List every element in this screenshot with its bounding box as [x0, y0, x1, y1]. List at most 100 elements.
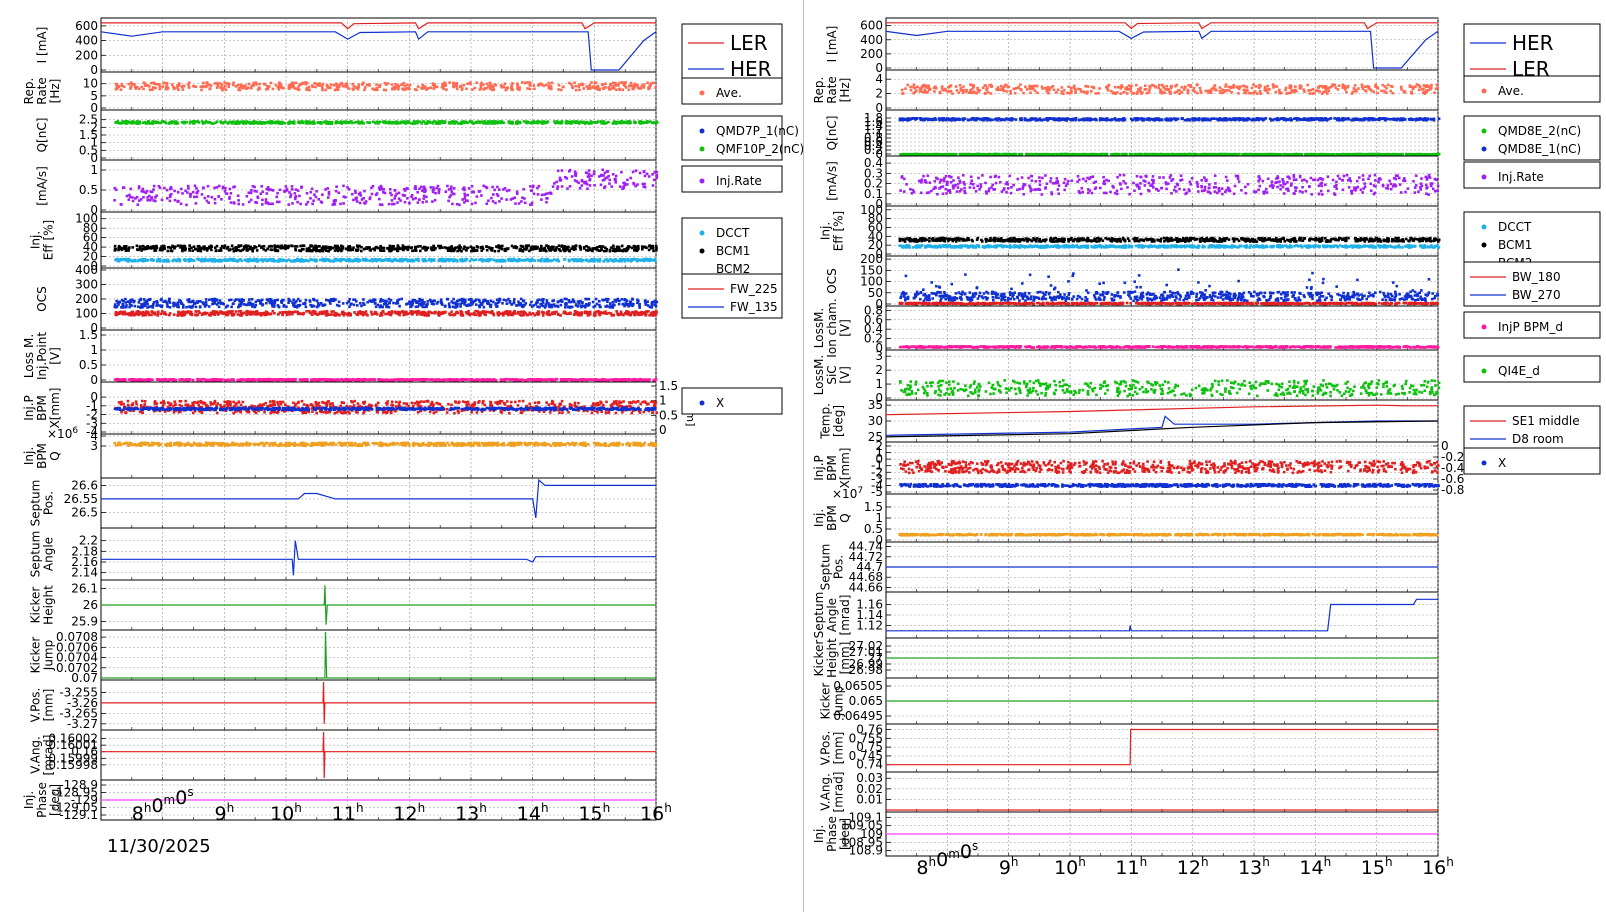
series-point: [583, 121, 587, 124]
series-point: [176, 301, 180, 304]
series-point: [127, 378, 131, 381]
series-point: [318, 121, 322, 125]
series-point: [643, 299, 647, 302]
series-point: [358, 310, 362, 313]
series-point: [442, 84, 446, 88]
series-point: [383, 81, 387, 85]
series-point: [258, 120, 262, 124]
series-point: [454, 306, 457, 309]
series-point: [397, 87, 400, 91]
series-point: [189, 305, 193, 308]
series-point: [277, 88, 281, 91]
series-point: [590, 174, 593, 178]
series-point: [172, 85, 175, 89]
series-point: [414, 121, 418, 124]
series-point: [575, 180, 579, 183]
y-axis-label: Rep.Rate[Hz]: [22, 77, 62, 105]
series-point: [602, 174, 605, 177]
series-point: [441, 259, 444, 263]
series-point: [624, 311, 627, 315]
series-point: [423, 257, 427, 261]
series-point: [423, 311, 427, 315]
series-point: [193, 184, 197, 188]
series-point: [582, 87, 585, 90]
series-point: [330, 313, 333, 316]
series-point: [221, 185, 225, 189]
series-point: [627, 245, 630, 248]
series-point: [314, 195, 318, 199]
series-point: [592, 305, 595, 309]
series-point: [606, 300, 609, 303]
series-point: [559, 298, 563, 302]
series-point: [393, 189, 397, 192]
series-point: [137, 301, 141, 304]
series-point: [416, 305, 420, 308]
series-point: [288, 191, 291, 194]
series-point: [387, 120, 391, 124]
series-point: [368, 121, 372, 124]
series-point: [428, 298, 432, 302]
series-point: [143, 121, 147, 124]
series-point: [187, 305, 191, 308]
series-point: [334, 121, 337, 124]
series-point: [654, 244, 658, 248]
series-point: [163, 186, 166, 190]
series-point: [495, 245, 498, 248]
series-point: [239, 304, 242, 307]
y-tick-label: 60: [83, 231, 98, 245]
series-point: [371, 184, 375, 188]
series-point: [164, 86, 168, 90]
series-point: [271, 305, 274, 308]
series-point: [136, 86, 139, 89]
series-point: [508, 313, 512, 316]
series-point: [240, 84, 243, 87]
series-point: [418, 299, 422, 303]
series-point: [395, 192, 398, 196]
series-point: [648, 83, 652, 87]
series-point: [344, 247, 348, 251]
series-point: [524, 312, 527, 315]
series-point: [466, 193, 469, 197]
series-point: [362, 122, 365, 125]
series-point: [462, 247, 465, 251]
series-point: [147, 313, 151, 317]
series-point: [592, 314, 596, 317]
series-point: [489, 305, 492, 309]
series-point: [151, 305, 155, 308]
series-point: [131, 196, 134, 199]
series-point: [326, 311, 329, 315]
series-point: [421, 305, 425, 309]
series-point: [513, 312, 517, 315]
series-point: [124, 301, 127, 304]
series-point: [612, 84, 615, 88]
series-point: [240, 314, 243, 317]
series-point: [194, 305, 198, 309]
series-point: [302, 302, 305, 305]
series-point: [584, 297, 587, 301]
series-point: [495, 193, 499, 196]
series-point: [408, 87, 411, 91]
series-point: [321, 193, 324, 196]
series-point: [576, 300, 580, 303]
series-point: [559, 303, 563, 307]
series-point: [471, 121, 475, 125]
series-point: [319, 200, 323, 203]
series-point: [206, 195, 210, 198]
series-point: [578, 311, 581, 315]
series-point: [129, 121, 133, 125]
series-point: [289, 260, 293, 263]
series-point: [261, 303, 265, 306]
series-point: [441, 311, 445, 315]
series-point: [232, 81, 235, 84]
series-point: [144, 259, 148, 262]
series-point: [148, 85, 151, 88]
series-point: [536, 305, 539, 308]
series-point: [553, 182, 556, 185]
series-point: [539, 120, 543, 124]
series-point: [313, 122, 316, 125]
y-tick-label: 1.5: [79, 128, 98, 142]
series-point: [327, 245, 331, 249]
series-point: [344, 196, 347, 199]
series-point: [146, 245, 149, 248]
series-point: [127, 121, 130, 124]
